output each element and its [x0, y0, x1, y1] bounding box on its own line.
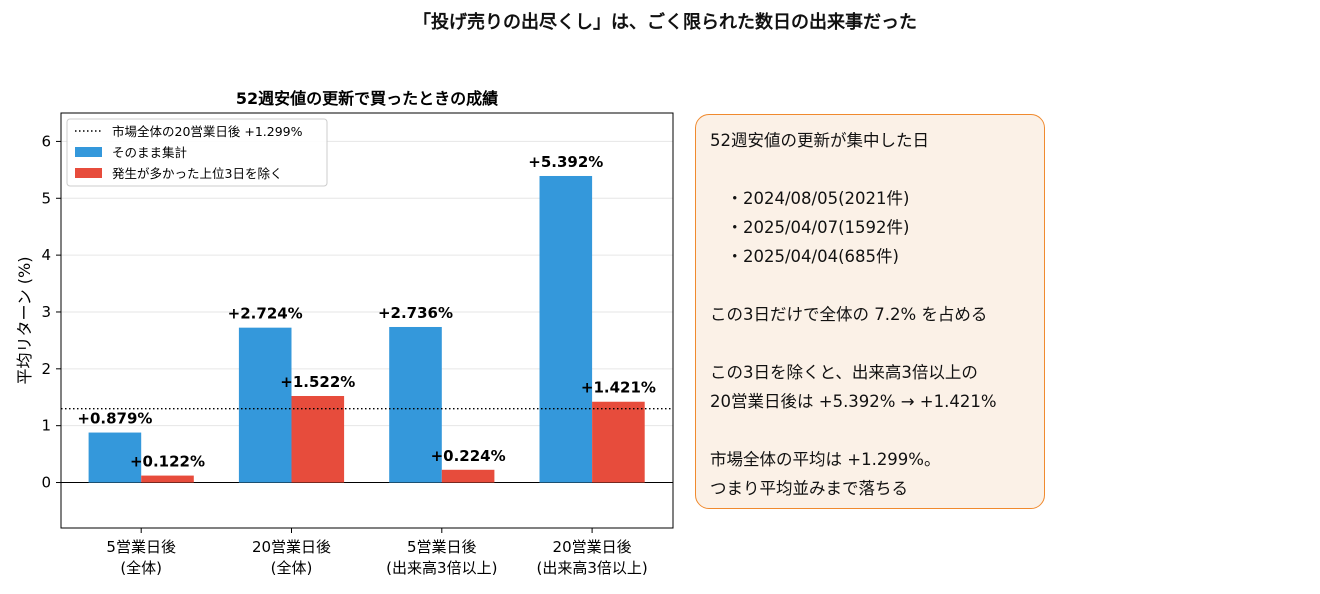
data-label: +0.224% [431, 447, 506, 465]
y-tick-label: 5 [41, 189, 51, 207]
legend [66, 118, 328, 187]
annotation-line: 市場全体の平均は +1.299%。 [710, 450, 941, 469]
bar [141, 475, 194, 483]
data-label: +2.724% [228, 305, 303, 323]
annotation-line [710, 329, 1030, 358]
annotation-line: つまり平均並みまで落ちる [710, 479, 908, 498]
bar [441, 469, 495, 483]
bar [291, 395, 345, 483]
data-label: +1.522% [280, 373, 355, 391]
annotation-line: 52週安値の更新が集中した日 [710, 131, 929, 150]
legend-swatch [75, 168, 102, 178]
y-tick-label: 1 [41, 417, 51, 435]
data-label: +0.122% [130, 453, 205, 471]
y-tick-label: 2 [41, 360, 51, 378]
annotation-line: ・2025/04/04(685件) [710, 247, 899, 266]
bar [238, 327, 292, 483]
x-tick-label: 5営業日後(出来高3倍以上) [386, 538, 497, 577]
chart-title: 52週安値の更新で買ったときの成績 [236, 89, 498, 108]
annotation-line: この3日を除くと、出来高3倍以上の [710, 363, 978, 382]
annotation-line: 20営業日後は +5.392% → +1.421% [710, 392, 997, 411]
y-tick-label: 0 [41, 474, 51, 492]
annotation-line [710, 416, 1030, 445]
legend-label: 発生が多かった上位3日を除く [112, 166, 282, 181]
data-label: +1.421% [581, 379, 656, 397]
data-label: +2.736% [378, 304, 453, 322]
annotation-line: この3日だけで全体の 7.2% を占める [710, 305, 988, 324]
annotation-line [710, 155, 1030, 184]
y-tick-label: 3 [41, 303, 51, 321]
x-tick-label: 20営業日後(全体) [252, 538, 331, 577]
annotation-box: 52週安値の更新が集中した日 ・2024/08/05(2021件) ・2025/… [695, 114, 1045, 509]
annotation-line [710, 271, 1030, 300]
y-tick-label: 4 [41, 246, 51, 264]
annotation-line: ・2025/04/07(1592件) [710, 218, 910, 237]
plot-frame [60, 112, 674, 529]
bar [88, 432, 142, 483]
bar [592, 401, 645, 483]
bar [389, 326, 442, 483]
legend-swatch [75, 147, 102, 157]
bar [539, 175, 593, 483]
figure-title: 「投げ売りの出尽くし」は、ごく限られた数日の出来事だった [413, 12, 917, 33]
x-tick-label: 20営業日後(出来高3倍以上) [536, 538, 647, 577]
y-axis-label: 平均リターン (%) [15, 257, 34, 385]
data-label: +0.879% [77, 410, 152, 428]
x-tick-label: 5営業日後(全体) [106, 538, 176, 577]
annotation-line: ・2024/08/05(2021件) [710, 189, 910, 208]
legend-label: 市場全体の20営業日後 +1.299% [112, 124, 303, 139]
bar-chart: +0.879% +2.724% +2.736% +5.392% +0.122% +1.52… [15, 89, 674, 577]
y-tick-label: 6 [41, 132, 51, 150]
legend-label: そのまま集計 [112, 145, 187, 160]
data-label: +5.392% [528, 153, 603, 171]
